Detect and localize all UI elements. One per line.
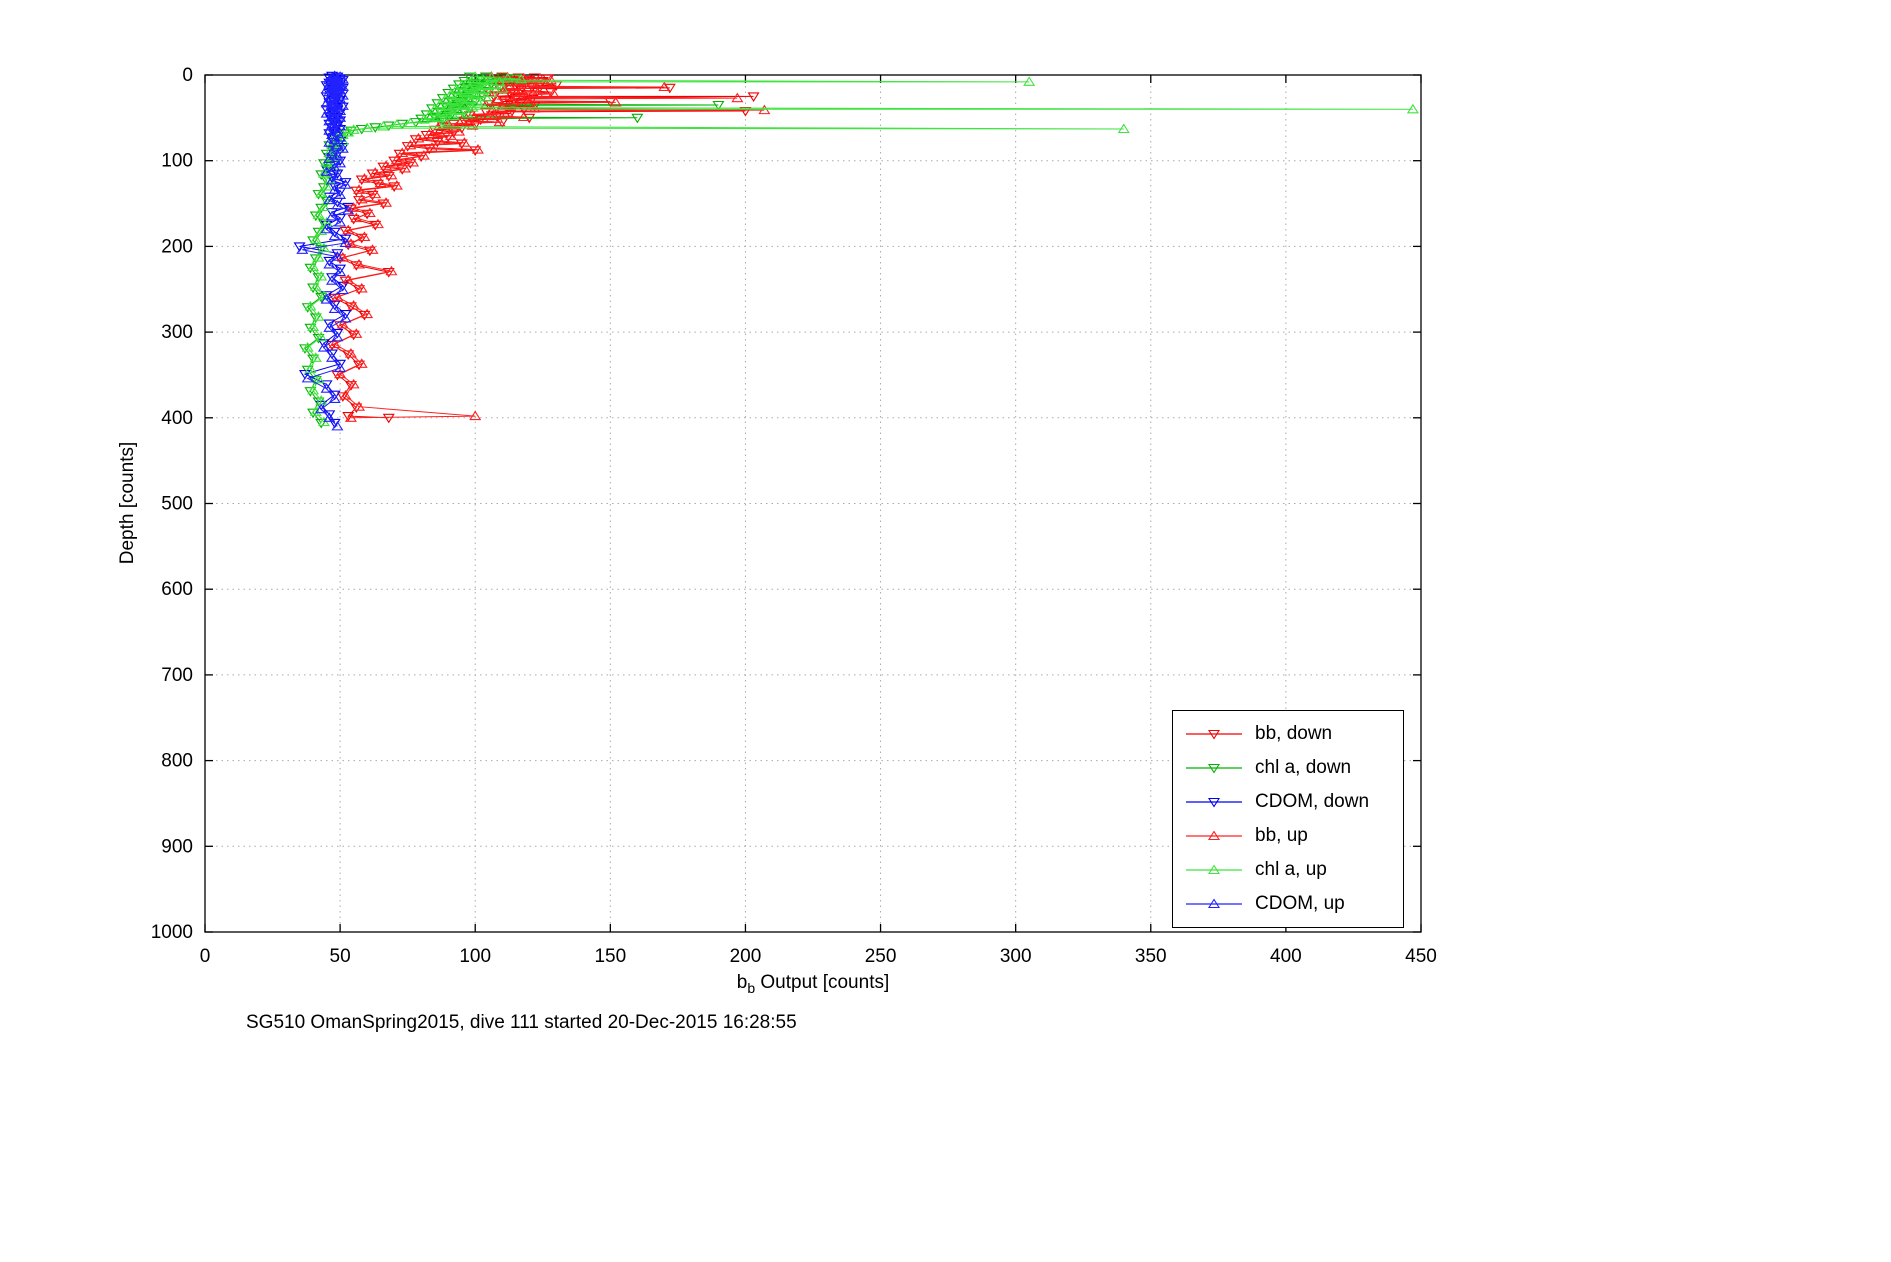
legend-item-bb-down: bb, down <box>1183 717 1393 751</box>
legend-label: chl a, down <box>1255 757 1352 778</box>
svg-text:0: 0 <box>182 65 193 86</box>
svg-text:600: 600 <box>161 579 193 600</box>
svg-text:700: 700 <box>161 665 193 686</box>
svg-text:150: 150 <box>594 946 626 967</box>
legend-item-cdom-up: CDOM, up <box>1183 887 1393 921</box>
legend-label: bb, down <box>1255 723 1333 744</box>
svg-text:400: 400 <box>161 408 193 429</box>
x-axis-label-sub: b <box>747 979 756 996</box>
svg-text:300: 300 <box>1000 946 1032 967</box>
svg-text:0: 0 <box>200 946 211 967</box>
legend-item-bb-up: bb, up <box>1183 819 1393 853</box>
svg-text:200: 200 <box>161 236 193 257</box>
svg-text:100: 100 <box>161 151 193 172</box>
legend-marker-chla-up-icon <box>1186 864 1242 875</box>
x-axis-label: bb Output [counts] <box>737 972 890 996</box>
legend-marker-chla-down-icon <box>1186 763 1242 774</box>
svg-text:450: 450 <box>1405 946 1437 967</box>
svg-text:800: 800 <box>161 751 193 772</box>
legend-marker-cdom-down-icon <box>1186 797 1242 808</box>
svg-text:350: 350 <box>1135 946 1167 967</box>
legend-label: CDOM, down <box>1255 791 1370 812</box>
svg-text:500: 500 <box>161 494 193 515</box>
legend-item-chla-up: chl a, up <box>1183 853 1393 887</box>
svg-text:300: 300 <box>161 322 193 343</box>
x-axis-label-rest: Output [counts] <box>755 972 890 993</box>
svg-text:200: 200 <box>730 946 762 967</box>
svg-text:1000: 1000 <box>151 922 193 943</box>
svg-text:50: 50 <box>330 946 351 967</box>
svg-text:250: 250 <box>865 946 897 967</box>
svg-text:400: 400 <box>1270 946 1302 967</box>
y-axis-label: Depth [counts] <box>117 441 138 565</box>
legend-item-cdom-down: CDOM, down <box>1183 785 1393 819</box>
legend-box: bb, down chl a, down CDOM, down bb, up c… <box>1172 710 1404 928</box>
figure-caption: SG510 OmanSpring2015, dive 111 started 2… <box>246 1012 797 1033</box>
legend-item-chla-down: chl a, down <box>1183 751 1393 785</box>
legend-marker-cdom-up-icon <box>1186 898 1242 909</box>
svg-text:900: 900 <box>161 836 193 857</box>
x-axis-label-main: b <box>736 972 748 993</box>
legend-marker-bb-down-icon <box>1186 729 1242 740</box>
legend-label: bb, up <box>1255 825 1308 846</box>
svg-text:100: 100 <box>459 946 491 967</box>
legend-marker-bb-up-icon <box>1186 830 1242 841</box>
legend-label: CDOM, up <box>1255 893 1345 914</box>
legend-label: chl a, up <box>1255 859 1327 880</box>
